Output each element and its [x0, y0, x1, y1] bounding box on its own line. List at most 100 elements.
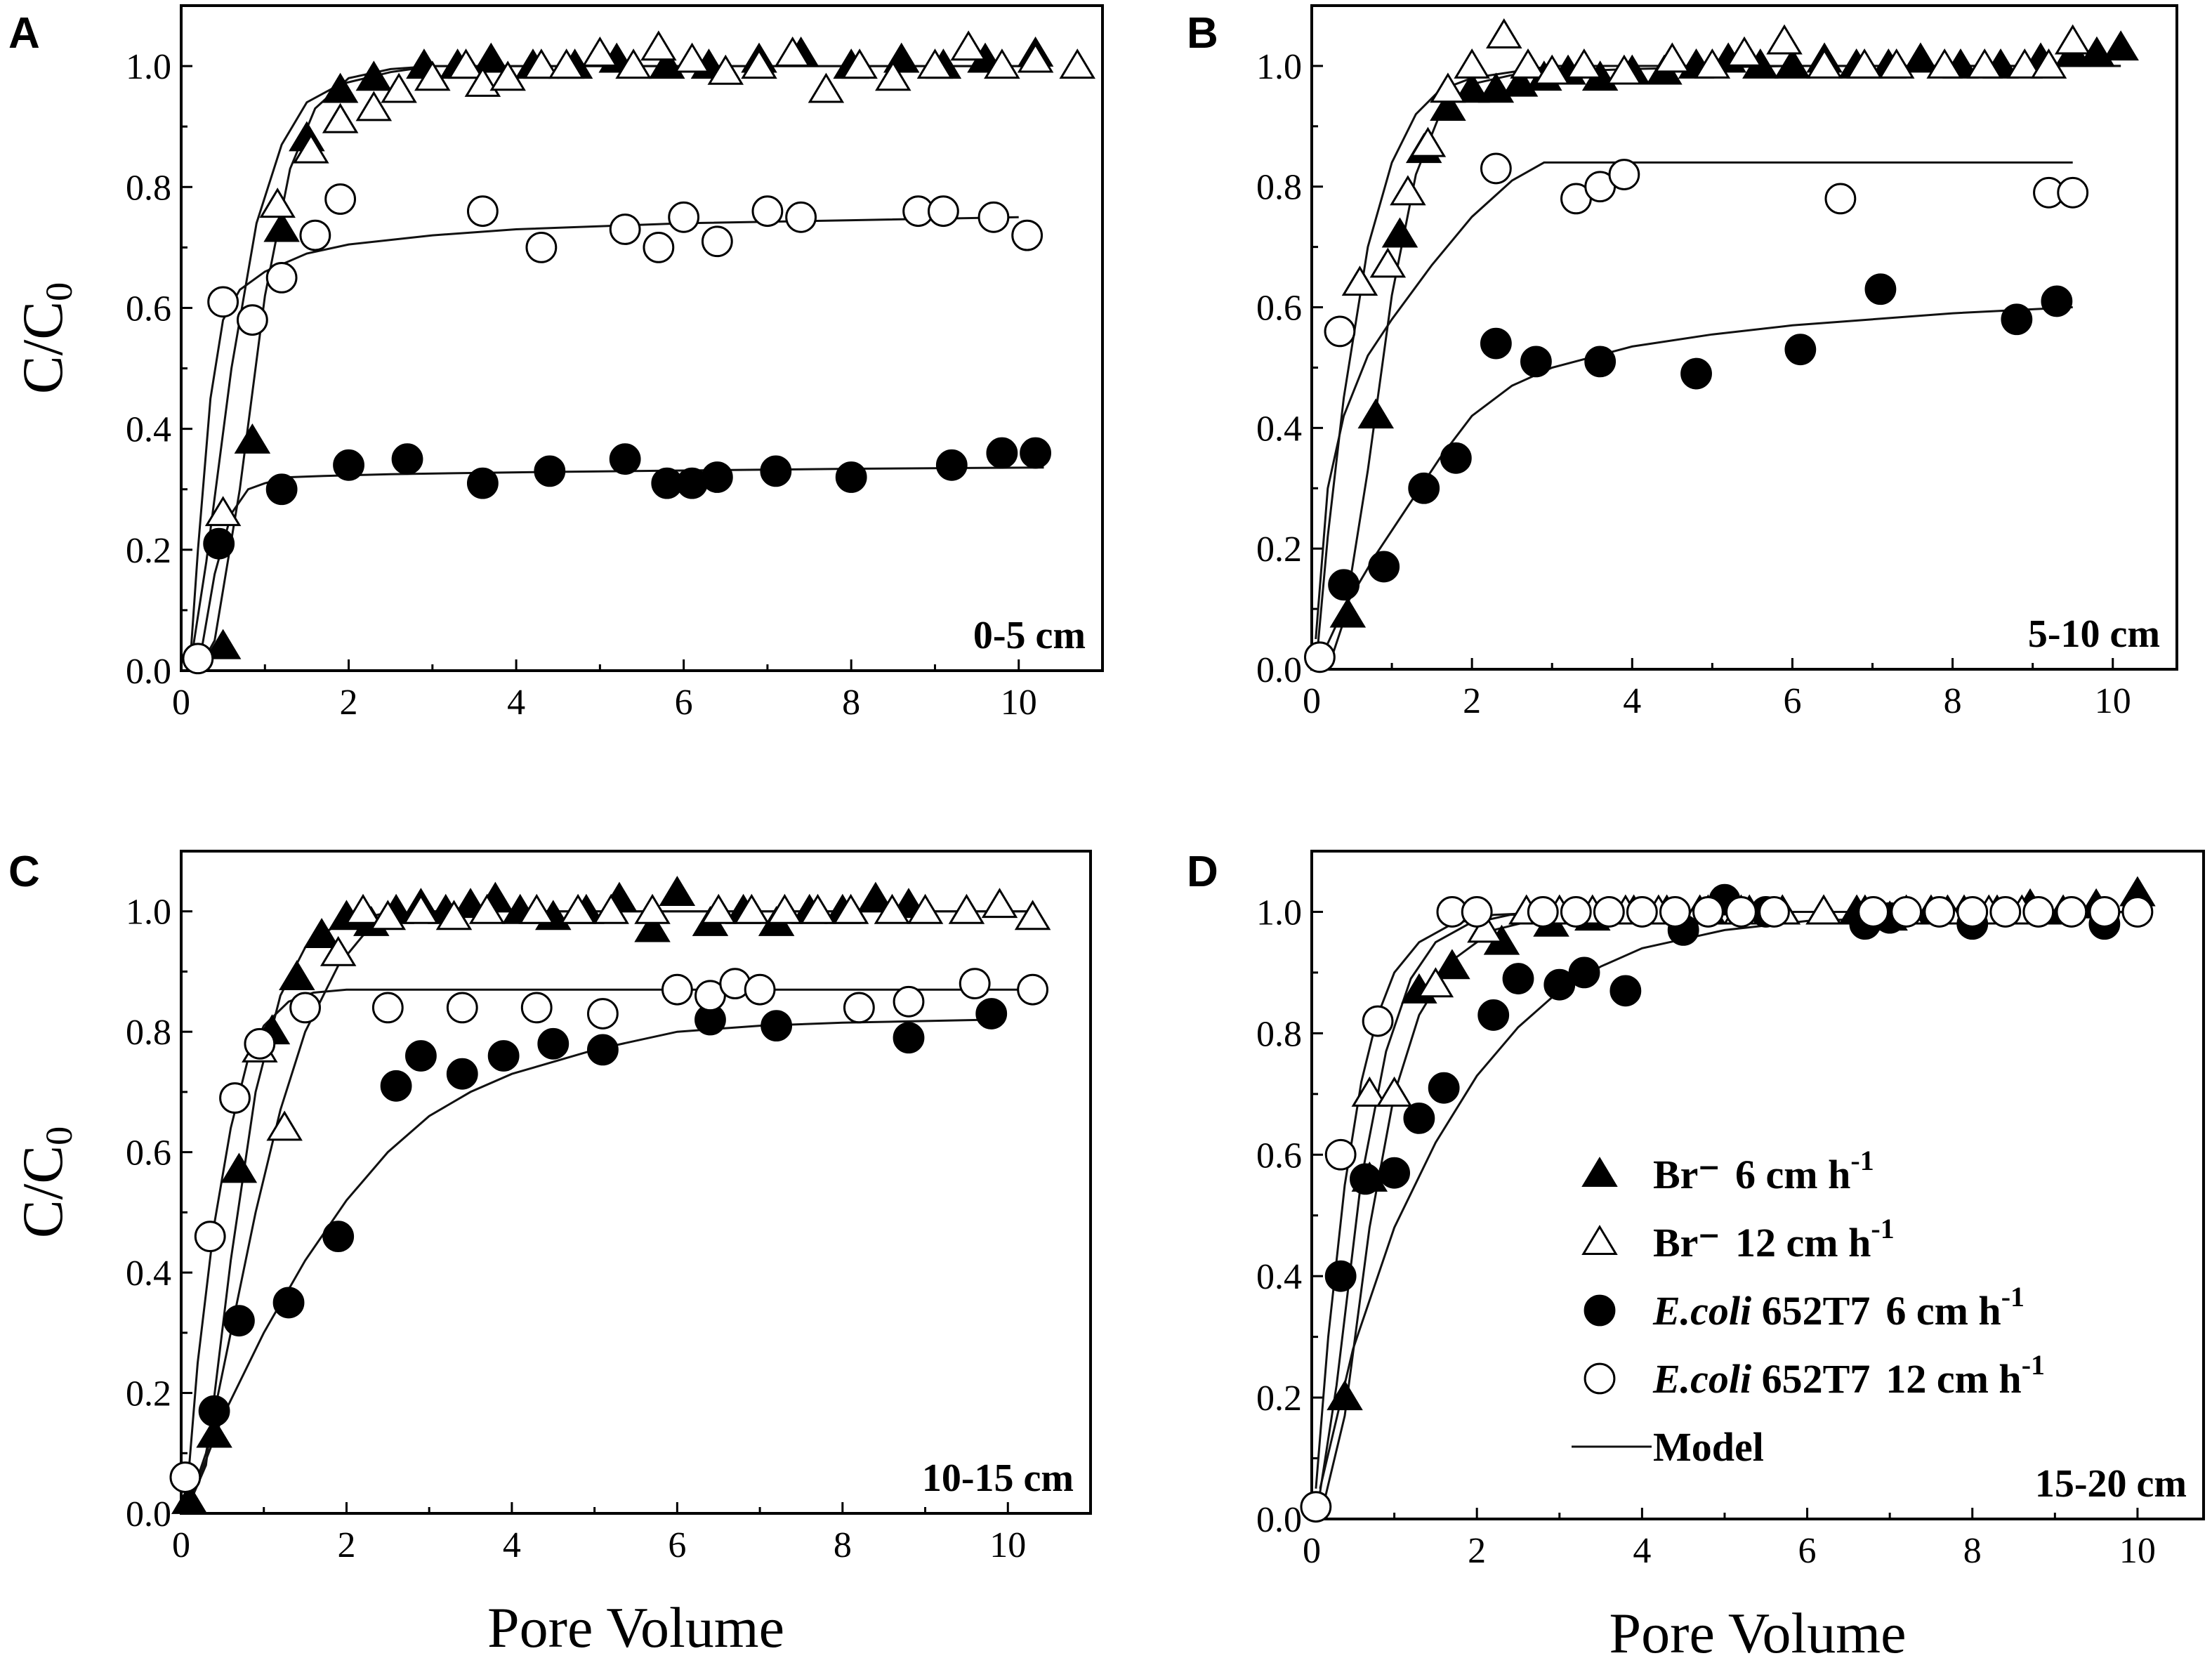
data-point: [744, 973, 776, 1006]
data-point: [1584, 346, 1617, 378]
x-tick-label: 2: [1468, 1531, 1486, 1571]
y-tick-label: 0.0: [126, 652, 171, 692]
data-point: [587, 1034, 619, 1066]
data-point: [391, 443, 423, 475]
data-point: [303, 918, 340, 949]
legend-label: E.coli 652T7 12 cm h-1: [1652, 1349, 2045, 1402]
legend-item: E.coli 652T7 6 cm h-1: [1584, 1281, 2025, 1334]
data-point: [1510, 48, 1546, 79]
data-point: [1486, 18, 1522, 48]
data-point: [219, 1082, 251, 1114]
y-axis-title: C/C0: [11, 282, 80, 394]
series-filled-circle: [198, 998, 1008, 1427]
data-point: [1857, 896, 1890, 928]
data-point: [766, 893, 803, 924]
data-point: [234, 423, 271, 454]
series-open-circle: [169, 968, 1048, 1493]
data-point: [643, 231, 675, 263]
data-point: [701, 225, 733, 258]
plot-frame: [1310, 4, 2178, 671]
panel-letter: C: [8, 848, 40, 896]
data-point: [1806, 48, 1843, 79]
data-point: [468, 893, 506, 924]
x-tick-label: 8: [834, 1525, 852, 1565]
series-open-circle: [1304, 152, 2089, 673]
legend-marker: [1581, 1157, 1618, 1187]
data-point: [761, 1010, 793, 1042]
data-point: [593, 893, 629, 924]
data-point: [609, 443, 641, 475]
data-point: [587, 998, 619, 1030]
data-point: [1329, 597, 1367, 628]
data-point: [959, 968, 991, 999]
y-tick-label: 0.4: [126, 410, 171, 450]
data-point: [1654, 42, 1691, 73]
x-tick-label: 0: [172, 1525, 190, 1565]
data-point: [1956, 896, 1989, 928]
data-point: [220, 1152, 258, 1183]
data-point: [661, 973, 693, 1006]
y-tick-label: 0.4: [1256, 1257, 1302, 1297]
data-point: [1766, 24, 1803, 55]
data-point: [893, 1022, 925, 1054]
data-point: [948, 893, 985, 924]
data-point: [609, 213, 641, 245]
data-point: [446, 992, 478, 1024]
data-point: [1409, 126, 1447, 157]
data-point: [1966, 48, 2003, 79]
data-point: [2121, 896, 2154, 928]
y-axis-title-subscript: 0: [38, 1126, 80, 1145]
x-tick-label: 8: [1963, 1531, 1982, 1571]
data-point: [581, 36, 619, 67]
data-point: [1014, 900, 1051, 930]
y-tick-label: 0.4: [1256, 409, 1302, 449]
data-point: [977, 201, 1010, 233]
legend-label-species: Model: [1653, 1424, 1764, 1470]
data-point: [266, 1110, 303, 1141]
data-point: [1428, 1072, 1460, 1104]
data-point: [1454, 48, 1490, 79]
data-point: [1694, 48, 1731, 79]
data-point: [320, 935, 357, 966]
x-tick-label: 0: [1303, 1531, 1321, 1571]
data-point: [1480, 152, 1512, 185]
data-point: [1502, 963, 1534, 994]
model-curve: [1319, 911, 2138, 1489]
data-point: [196, 1417, 232, 1448]
x-tick-label: 4: [507, 683, 525, 723]
data-point: [733, 893, 770, 924]
data-point: [1378, 1157, 1410, 1189]
data-point: [634, 912, 671, 942]
data-point: [1659, 896, 1691, 928]
data-point: [1390, 175, 1426, 206]
data-point: [520, 992, 553, 1024]
x-tick-label: 10: [989, 1525, 1026, 1565]
data-point: [1324, 315, 1356, 348]
x-tick-label: 6: [668, 1525, 686, 1565]
legend-label: Br⁻ 6 cm h-1: [1653, 1145, 1874, 1197]
y-tick-label: 0.0: [1256, 650, 1302, 690]
data-point: [489, 60, 526, 91]
data-point: [1680, 357, 1712, 390]
panel-letter: D: [1187, 848, 1218, 896]
data-point: [1477, 999, 1510, 1031]
x-axis-title: Pore Volume: [1609, 1601, 1907, 1665]
data-point: [1417, 967, 1454, 998]
model-curve: [184, 1018, 992, 1514]
data-point: [835, 461, 867, 493]
data-point: [1543, 968, 1576, 1001]
data-point: [808, 72, 845, 103]
x-axis-title: Pore Volume: [487, 1596, 784, 1659]
data-point: [1328, 569, 1360, 601]
data-point: [371, 992, 404, 1024]
plot-frame: [180, 850, 1092, 1515]
data-point: [279, 960, 315, 991]
legend: Br⁻ 6 cm h-1Br⁻ 12 cm h-1E.coli 652T7 6 cm …: [1572, 1145, 2045, 1470]
legend-label-species: 652T7: [1762, 1288, 1871, 1334]
data-point: [1454, 72, 1490, 103]
data-point: [1609, 975, 1642, 1007]
data-point: [369, 900, 407, 930]
data-point: [435, 900, 473, 930]
data-point: [322, 103, 359, 133]
data-point: [1011, 219, 1044, 251]
